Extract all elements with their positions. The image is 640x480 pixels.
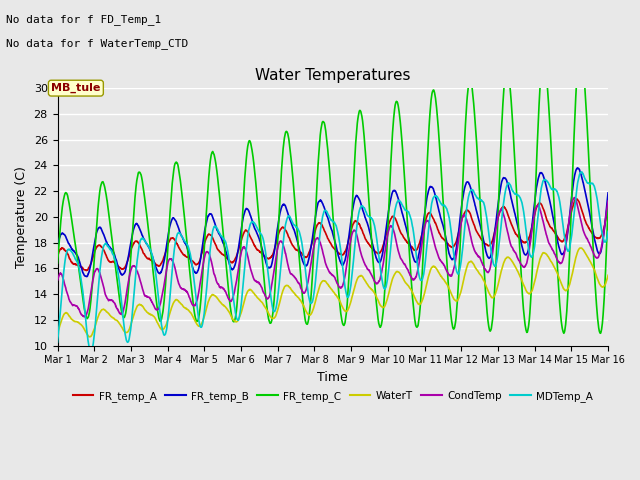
Y-axis label: Temperature (C): Temperature (C) <box>15 166 28 268</box>
X-axis label: Time: Time <box>317 371 348 384</box>
Title: Water Temperatures: Water Temperatures <box>255 68 410 83</box>
Text: No data for f WaterTemp_CTD: No data for f WaterTemp_CTD <box>6 38 189 49</box>
Text: No data for f FD_Temp_1: No data for f FD_Temp_1 <box>6 14 162 25</box>
Legend: FR_temp_A, FR_temp_B, FR_temp_C, WaterT, CondTemp, MDTemp_A: FR_temp_A, FR_temp_B, FR_temp_C, WaterT,… <box>68 387 597 406</box>
Text: MB_tule: MB_tule <box>51 83 100 93</box>
